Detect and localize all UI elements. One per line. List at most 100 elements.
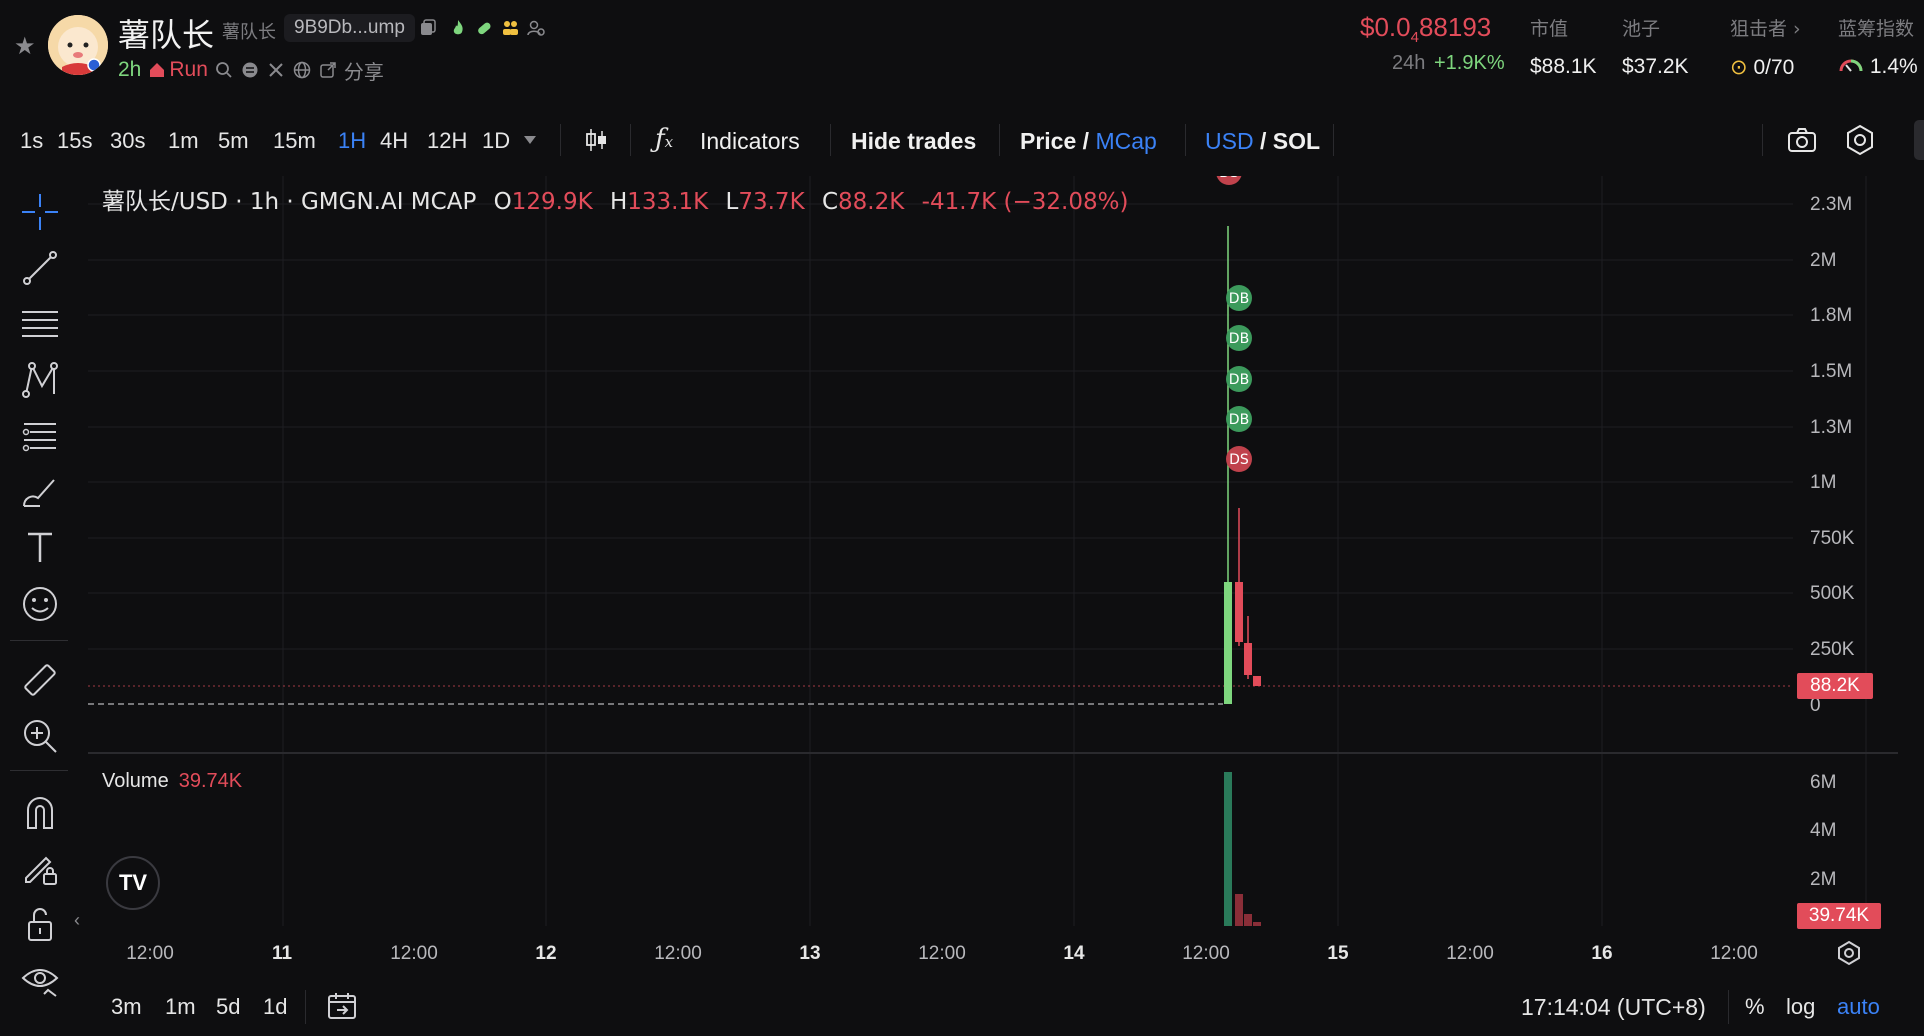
time-axis-label: 12:00 [1182,943,1230,964]
price-option[interactable]: Price [1020,128,1077,154]
axis-settings-icon[interactable] [1836,940,1862,966]
time-axis-label: 14 [1063,943,1085,964]
stat-snipers[interactable]: 狙击者 › ⊙ 0/70 [1730,14,1801,80]
fib-tool[interactable] [18,414,62,458]
share-icon[interactable] [318,60,338,80]
snipers-count: 0/70 [1753,56,1795,79]
indicators-button[interactable]: Indicators [700,128,800,154]
chart-clock[interactable]: 17:14:04 (UTC+8) [1521,994,1706,1020]
settings-people-icon[interactable] [526,18,546,38]
mcap-option[interactable]: MCap [1095,128,1157,154]
time-axis-label: 11 [271,943,293,964]
price-axis-label: 1.5M [1810,361,1853,382]
brush-tool[interactable] [18,470,62,514]
change-period-label: 24h [1392,52,1426,74]
trend-line-tool[interactable] [18,246,62,290]
timeframe-15s[interactable]: 15s [57,128,93,153]
timeframe-5m[interactable]: 5m [218,128,249,153]
search-icon[interactable] [214,60,234,80]
candle-body [1224,582,1232,704]
calendar-goto-icon[interactable] [326,990,358,1022]
volume-axis-label: 6M [1810,772,1837,793]
candle-style-icon[interactable] [582,126,610,154]
hide-trades-button[interactable]: Hide trades [851,128,977,154]
function-icon[interactable]: ƒx [655,124,674,154]
range-3m[interactable]: 3m [111,994,142,1019]
change-value: +1.9K% [1434,52,1505,74]
horizontal-lines-tool[interactable] [18,302,62,346]
favorite-star-icon[interactable]: ★ [14,33,36,60]
panel-edge-handle[interactable] [1914,120,1924,160]
globe-icon[interactable] [292,60,312,80]
ohlc-high-value: 133.1K [627,189,709,215]
timeframe-1s[interactable]: 1s [20,128,44,153]
price-axis-label: 1.3M [1810,417,1853,438]
ohlc-open-value: 129.9K [511,189,593,215]
timeframe-15m[interactable]: 15m [273,128,316,153]
toggle-slash: / [1082,128,1090,154]
tools-divider [10,770,68,771]
chevron-down-icon[interactable] [522,134,538,146]
log-scale-toggle[interactable]: log [1786,994,1816,1019]
unlock-tool[interactable] [18,902,62,946]
range-1m[interactable]: 1m [165,994,196,1019]
timeframe-30s[interactable]: 30s [110,128,146,153]
timeframe-1h[interactable]: 1H [338,128,367,153]
stat-label: 狙击者 › [1730,18,1801,40]
price-mcap-toggle[interactable]: Price / MCap [1020,128,1157,155]
time-axis-label: 12:00 [654,943,702,964]
range-5d[interactable]: 5d [216,994,241,1019]
run-label[interactable]: Run [169,58,208,81]
unlock-icon [28,908,52,941]
price-chart[interactable]: DS DB DB DB DB DS [88,176,1898,936]
toolbar-divider [1333,124,1334,156]
stat-value: 1.4% [1838,55,1918,79]
time-axis-label: 12:00 [1710,943,1758,964]
settings-gear-icon[interactable] [1843,123,1877,157]
auto-scale-toggle[interactable]: auto [1837,994,1880,1019]
crosshair-tool[interactable] [18,190,62,234]
token-address[interactable]: 9B9Db...ump [284,14,415,42]
timeframe-1d[interactable]: 1D [482,128,511,153]
copy-icon[interactable] [418,18,438,38]
time-axis-label: 16 [1591,943,1613,964]
text-tool[interactable] [18,526,62,570]
brush-icon [23,479,55,507]
zoom-tool[interactable] [18,714,62,758]
marker-db [1226,285,1252,311]
usd-option[interactable]: USD [1205,128,1254,154]
x-twitter-icon[interactable] [266,60,286,80]
price-digits: 88193 [1418,12,1492,42]
percent-scale-toggle[interactable]: % [1745,994,1765,1019]
ohlc-change: -41.7K (−32.08%) [921,189,1129,215]
collapse-arrow-icon[interactable]: ‹ [74,910,80,930]
price-axis-label: 750K [1810,528,1855,549]
volume-tag: 39.74K [1797,903,1881,929]
timeframe-1m[interactable]: 1m [168,128,199,153]
bottom-bar: 3m 1m 5d 1d 17:14:04 (UTC+8) % log auto [0,980,1924,1036]
share-label[interactable]: 分享 [343,59,384,84]
sol-option[interactable]: SOL [1272,128,1321,154]
magnet-tool[interactable] [18,790,62,834]
volume-axis-label: 2M [1810,869,1837,890]
range-1d[interactable]: 1d [263,994,288,1019]
timeframe-12h[interactable]: 12H [427,128,468,153]
marker-db [1226,325,1252,351]
visibility-tool[interactable] [18,958,62,1002]
target-icon: ⊙ [1730,56,1748,79]
pattern-tool[interactable] [18,358,62,402]
camera-icon[interactable] [1786,124,1818,156]
ruler-tool[interactable] [18,658,62,702]
drawing-tools-sidebar [0,180,80,1030]
coin-icon[interactable] [240,60,260,80]
timeframe-4h[interactable]: 4H [380,128,409,153]
smiley-icon [23,587,57,621]
time-axis-label: 12:00 [390,943,438,964]
lock-drawing-tool[interactable] [18,846,62,890]
emoji-tool[interactable] [18,582,62,626]
token-age: 2h [118,58,142,81]
chart-symbol: 薯队长/USD · 1h · GMGN.AI MCAP [102,189,477,215]
tradingview-logo[interactable]: TV [106,856,160,910]
currency-toggle[interactable]: USD / SOL [1205,128,1320,155]
volume-value: 39.74K [178,770,243,792]
